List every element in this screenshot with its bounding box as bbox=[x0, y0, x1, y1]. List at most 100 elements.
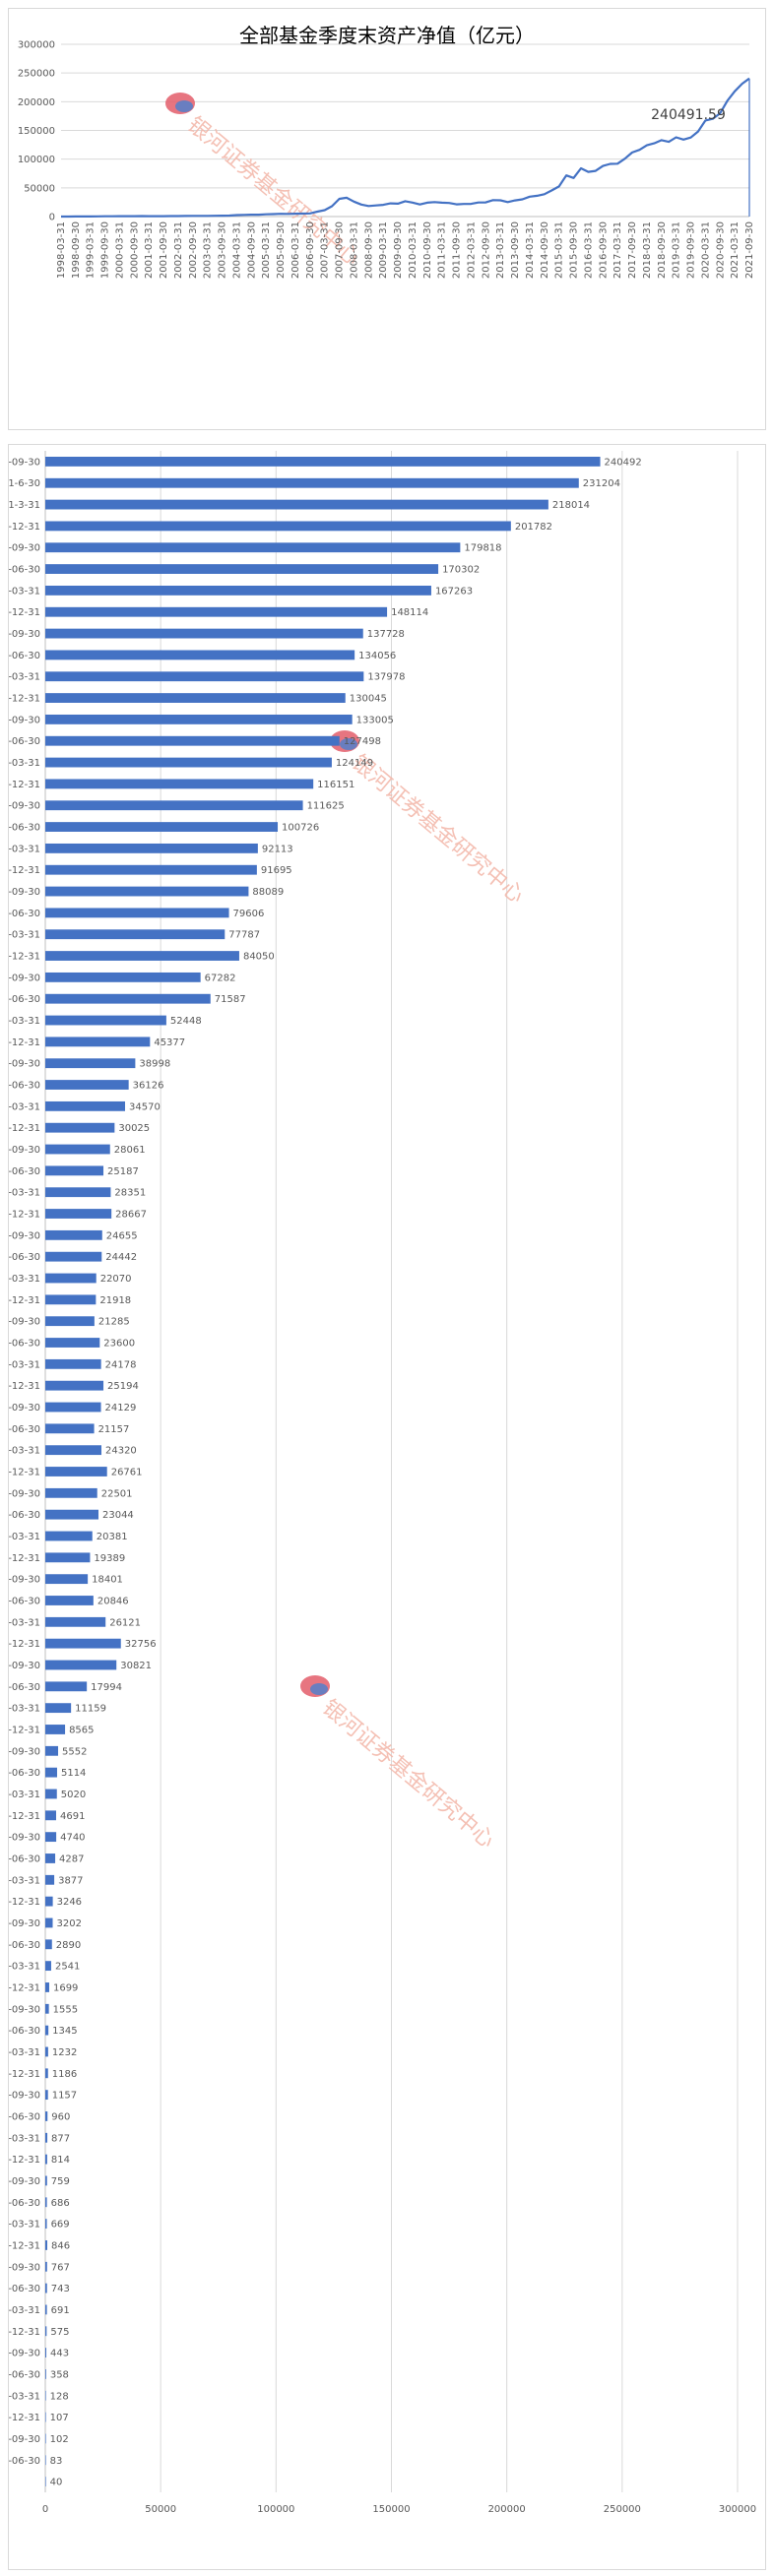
bar bbox=[45, 2154, 47, 2165]
bar bbox=[45, 1917, 53, 1928]
bar-value-label: 4740 bbox=[60, 1833, 85, 1844]
bar bbox=[45, 542, 461, 553]
bar-value-label: 148114 bbox=[391, 607, 428, 618]
x-tick-label: 2018-03-31 bbox=[642, 221, 653, 279]
y-tick-label: 250000 bbox=[18, 69, 55, 80]
y-category-label: 2017-06-30 bbox=[9, 823, 40, 834]
x-tick-label: 2011-09-30 bbox=[452, 221, 463, 279]
bar-value-label: 4287 bbox=[59, 1853, 84, 1864]
bar bbox=[45, 951, 239, 961]
bar-value-label: 231204 bbox=[583, 478, 620, 489]
bar-value-label: 686 bbox=[51, 2198, 70, 2209]
y-category-label: 2001-12-31 bbox=[9, 2155, 40, 2166]
bar bbox=[45, 2304, 47, 2315]
x-tick-label: 2013-09-30 bbox=[510, 221, 521, 279]
x-tick-label: 200000 bbox=[488, 2504, 526, 2515]
x-tick-label: 2004-09-30 bbox=[246, 221, 257, 279]
x-tick-label: 2006-03-31 bbox=[290, 221, 301, 279]
y-category-label: 2003-03-31 bbox=[9, 2047, 40, 2058]
y-category-label: 2008-03-31 bbox=[9, 1617, 40, 1628]
y-category-label: 2015-03-31 bbox=[9, 1016, 40, 1027]
bar-value-label: 91695 bbox=[261, 865, 292, 876]
bar-value-label: 25194 bbox=[107, 1381, 139, 1392]
bar bbox=[45, 1229, 102, 1240]
bar bbox=[45, 1725, 66, 1734]
y-category-label: 2003-12-31 bbox=[9, 1982, 40, 1993]
bar-value-label: 32756 bbox=[125, 1639, 157, 1650]
bar bbox=[45, 735, 340, 746]
latest-value-annotation: 240491.59 bbox=[651, 107, 726, 123]
line-chart-gridlines bbox=[61, 43, 749, 218]
bar bbox=[45, 1596, 94, 1605]
y-category-label: 2005-09-30 bbox=[9, 1833, 40, 1844]
y-category-label: 2009-06-30 bbox=[9, 1510, 40, 1521]
x-tick-label: 150000 bbox=[372, 2504, 410, 2515]
bar-value-label: 1555 bbox=[53, 2004, 78, 2015]
bar-value-label: 100726 bbox=[282, 823, 319, 834]
bar bbox=[45, 499, 548, 510]
bar-value-label: 107 bbox=[50, 2413, 69, 2423]
y-tick-label: 300000 bbox=[18, 40, 55, 51]
y-category-label: 1998-09-30 bbox=[9, 2434, 40, 2445]
bar bbox=[45, 1402, 101, 1413]
bar bbox=[45, 1874, 55, 1885]
bar bbox=[45, 822, 279, 832]
y-category-label: 2004-06-30 bbox=[9, 1940, 40, 1951]
bar bbox=[45, 521, 511, 532]
bar-value-label: 960 bbox=[51, 2111, 70, 2122]
x-tick-label: 2019-03-31 bbox=[672, 221, 682, 279]
bar-value-label: 5114 bbox=[61, 1768, 86, 1779]
y-category-label: 2016-03-31 bbox=[9, 930, 40, 941]
bar-value-label: 1186 bbox=[52, 2069, 77, 2080]
x-tick-label: 2005-03-31 bbox=[261, 221, 272, 279]
y-category-label: 2014-03-31 bbox=[9, 1101, 40, 1112]
line-chart-x-axis: 1998-03-31 1998-09-30 1999-03-31 1999-09-30… bbox=[56, 221, 755, 279]
x-tick-label: 2002-03-31 bbox=[173, 221, 184, 279]
bar bbox=[45, 2326, 47, 2337]
x-tick-label: 1998-03-31 bbox=[56, 221, 67, 279]
y-tick-label: 50000 bbox=[24, 183, 55, 194]
bar-value-label: 759 bbox=[51, 2176, 70, 2187]
x-tick-label: 2001-09-30 bbox=[159, 221, 169, 279]
bar bbox=[45, 779, 314, 789]
bar bbox=[45, 628, 363, 639]
bar-value-label: 102 bbox=[50, 2434, 69, 2445]
bar bbox=[45, 929, 225, 940]
y-category-label: 2017-09-30 bbox=[9, 801, 40, 812]
bar bbox=[45, 714, 353, 724]
y-category-label: 2002-09-30 bbox=[9, 2091, 40, 2102]
x-tick-label: 2013-03-31 bbox=[495, 221, 506, 279]
y-category-label: 2021-09-30 bbox=[9, 457, 40, 468]
bar-value-label: 111625 bbox=[307, 801, 345, 812]
bar bbox=[45, 1380, 104, 1391]
bar-value-label: 2541 bbox=[55, 1962, 80, 1973]
bar bbox=[45, 1058, 136, 1069]
bar bbox=[45, 1122, 115, 1133]
y-category-label: 2014-09-30 bbox=[9, 1059, 40, 1070]
bar bbox=[45, 1982, 49, 1992]
bar bbox=[45, 757, 332, 768]
x-tick-label: 2021-03-31 bbox=[730, 221, 741, 279]
y-category-label: 2016-09-30 bbox=[9, 887, 40, 898]
y-category-label: 2000-09-30 bbox=[9, 2262, 40, 2273]
x-tick-label: 2001-03-31 bbox=[144, 221, 155, 279]
bar bbox=[45, 1487, 97, 1498]
bar bbox=[45, 2175, 47, 2186]
y-category-label: 2020-09-30 bbox=[9, 543, 40, 554]
y-category-label: 2007-03-31 bbox=[9, 1704, 40, 1715]
bar bbox=[45, 1037, 151, 1047]
bar bbox=[45, 1209, 112, 1219]
bar bbox=[45, 2390, 46, 2401]
y-category-label: 1999-12-31 bbox=[9, 2327, 40, 2338]
bar-value-label: 52448 bbox=[170, 1016, 202, 1027]
x-tick-label: 2004-03-31 bbox=[231, 221, 242, 279]
bar-value-label: 1157 bbox=[52, 2091, 77, 2102]
bar bbox=[45, 2132, 48, 2143]
bar-value-label: 22501 bbox=[101, 1488, 133, 1499]
y-category-label: 2018-06-30 bbox=[9, 736, 40, 747]
bar-value-label: 36126 bbox=[133, 1081, 164, 1092]
bar-value-label: 1232 bbox=[52, 2047, 77, 2058]
y-category-label: 2006-03-31 bbox=[9, 1790, 40, 1800]
bar-value-label: 77787 bbox=[228, 930, 260, 941]
